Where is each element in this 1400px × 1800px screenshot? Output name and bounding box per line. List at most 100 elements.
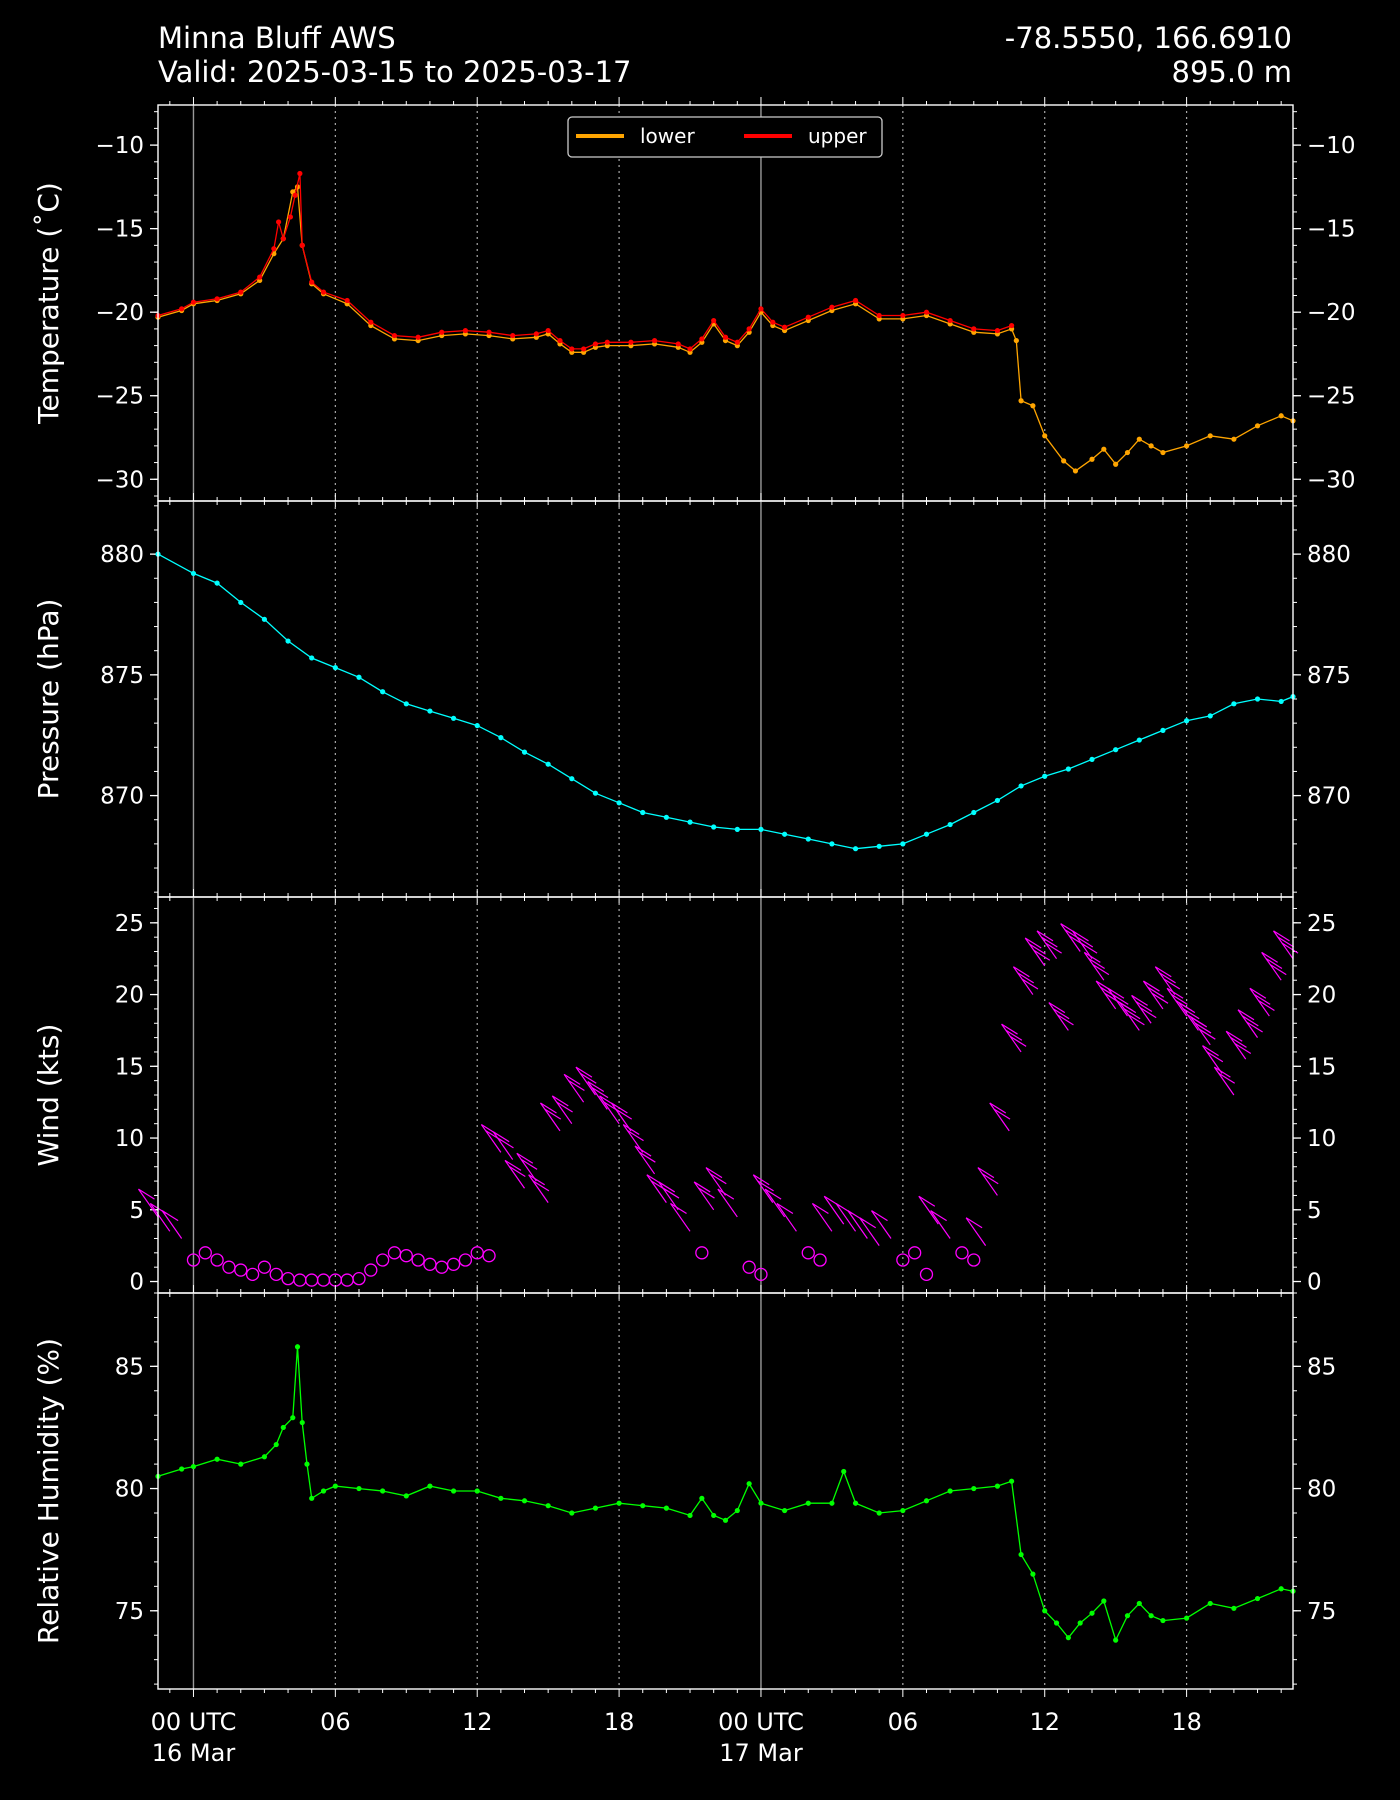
data-point [687,1512,693,1519]
wind-barb [1261,952,1282,981]
wind-barb-flag [575,1066,593,1078]
wind-barb-flag [1119,1002,1137,1014]
wind-barb [1154,966,1176,995]
data-point [876,843,882,849]
wind-calm-marker [269,1267,283,1281]
data-point [486,329,492,335]
wind-barb-flag [622,1124,640,1136]
data-point [275,219,282,225]
data-point [498,735,504,741]
y-tick-label: −20 [95,300,144,326]
wind-barb [138,1188,159,1218]
wind-barb [1249,987,1270,1017]
data-point [592,790,599,796]
data-point [1018,1551,1024,1558]
data-point [271,246,277,252]
data-point [1077,1620,1083,1626]
wind-barb [599,1095,620,1125]
data-point [320,1488,327,1494]
data-point [1009,322,1015,329]
wind-barb-flag [1057,1014,1074,1026]
y-tick-label: −15 [95,217,144,243]
data-point [1160,449,1166,456]
wind-barb-flag [544,1108,562,1120]
data-point [1124,449,1131,456]
data-point [332,665,338,671]
data-point [947,317,953,324]
series-line [157,1346,1294,1642]
wind-barb [918,1195,939,1225]
data-point [214,296,220,302]
series-line [157,185,1294,472]
wind-barb-flag [138,1188,155,1200]
wind-barb-flag [930,1210,947,1222]
wind-calm-marker [316,1273,331,1287]
data-point [758,1500,764,1506]
wind-barb-flag [1045,942,1062,954]
panel-frame [157,1292,1294,1690]
y-tick-label-right: 0 [1307,1270,1322,1296]
data-point [722,334,729,340]
wind-barb-flag [1088,957,1105,970]
series-wind [138,923,1299,1287]
data-point [1231,436,1237,442]
data-point [545,327,551,334]
wind-barb [563,1073,585,1103]
wind-barb-flag [965,1217,983,1229]
data-point [663,1505,669,1511]
station-elevation: 895.0 m [1171,55,1293,89]
data-point [285,638,291,644]
data-point [805,836,811,842]
data-point [852,846,859,852]
wind-barb-flag [717,1188,735,1200]
wind-calm-marker [435,1260,449,1274]
wind-barb [1202,1045,1223,1074]
data-point [805,1500,811,1506]
wind-barb-flag [1001,1023,1018,1035]
wind-barb [1024,937,1046,967]
wind-barb [977,1167,998,1196]
wind-barb [1273,930,1294,960]
panel-wind: 25 25 20 20 15 15 10 10 5 5 0 0 Wind (kts) [32,889,1336,1301]
legend-label: upper [808,124,867,148]
data-point [238,289,244,295]
wind-barb-flag [662,1187,680,1199]
wind-calm-marker [257,1260,272,1274]
wind-barb-flag [1194,1022,1212,1034]
data-point [309,1495,315,1501]
wind-barb-flag [752,1174,770,1186]
wind-barb-flag [1190,1016,1208,1028]
data-point [1101,1598,1107,1604]
y-tick-label: 75 [115,1599,144,1625]
data-point [403,1493,409,1499]
wind-barb-flag [1242,1015,1259,1027]
y-axis-label: Pressure (hPa) [32,599,65,800]
wind-barb [930,1210,951,1239]
wind-calm-marker [305,1273,319,1287]
y-tick-label-right: −20 [1307,300,1356,326]
wind-barb-flag [1159,972,1176,984]
data-point [876,312,882,319]
data-point [1018,783,1024,789]
wind-barb-flag [1171,993,1188,1005]
wind-barb-flag [627,1130,644,1142]
wind-barb-flag [639,1151,656,1163]
wind-barb [1107,987,1128,1017]
data-point [521,1498,528,1504]
wind-barb-flag [698,1187,715,1199]
data-point [1053,1620,1060,1626]
data-point [450,1488,457,1494]
data-point [261,1454,268,1460]
panel-temperature: −10 −10 −15 −15 −20 −20 −25 −25 −30 −30 Temperatur… [32,97,1356,509]
wind-barb-flag [989,1102,1007,1114]
y-tick-label-right: −30 [1307,467,1356,493]
data-point [1183,443,1190,449]
wind-barb-flag [918,1195,936,1207]
wind-barb-flag [709,1173,727,1185]
wind-barb [1142,980,1164,1010]
data-point [1089,1610,1095,1616]
wind-barb-flag [1163,978,1181,990]
wind-calm-marker [198,1246,212,1260]
y-tick-label: 85 [115,1354,144,1380]
data-point [1042,773,1048,779]
